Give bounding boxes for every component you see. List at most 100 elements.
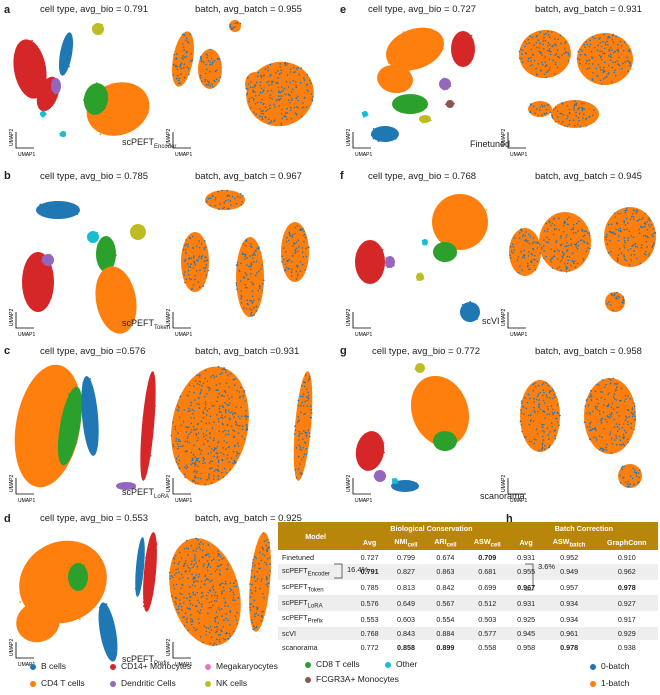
- cell-point: [263, 102, 265, 105]
- cell-point: [194, 556, 196, 558]
- cell-point: [544, 417, 546, 419]
- cell-point: [218, 553, 221, 556]
- cell-point: [224, 580, 227, 583]
- cell-point: [417, 275, 419, 277]
- cell-point: [541, 114, 543, 116]
- cell-point: [416, 370, 418, 373]
- cell-point: [249, 265, 251, 268]
- cell-point: [408, 69, 410, 72]
- cell-point: [302, 255, 305, 258]
- cluster-blob: [293, 371, 313, 481]
- cell-point: [522, 61, 524, 64]
- cluster-blob: [460, 302, 480, 322]
- cell-point: [539, 403, 541, 406]
- cell-point: [583, 234, 586, 236]
- cell-point: [573, 107, 575, 109]
- cell-point: [591, 77, 594, 80]
- cell-point: [207, 269, 210, 272]
- cell-point: [460, 207, 462, 210]
- cell-point: [529, 268, 531, 270]
- cell-point: [551, 114, 553, 117]
- cell-point: [417, 277, 419, 280]
- cell-point: [614, 383, 616, 385]
- cell-point: [111, 83, 113, 85]
- cell-point: [284, 63, 287, 65]
- cell-point: [294, 112, 296, 114]
- cell-point: [222, 586, 225, 589]
- cell-point: [541, 248, 543, 250]
- cell-point: [66, 42, 68, 45]
- cell-point: [524, 397, 526, 399]
- cell-point: [190, 263, 192, 265]
- cell-point: [187, 577, 189, 580]
- cell-point: [190, 451, 193, 454]
- cell-point: [562, 224, 565, 227]
- cell-point: [297, 404, 299, 407]
- cell-point: [596, 49, 599, 52]
- cell-point: [127, 487, 130, 489]
- cell-point: [21, 50, 24, 52]
- cell-point: [284, 61, 287, 64]
- cell-point: [202, 382, 205, 385]
- cell-point: [415, 37, 417, 39]
- cell-point: [566, 51, 568, 54]
- cell-point: [216, 446, 219, 448]
- cell-point: [155, 543, 158, 546]
- cell-point: [557, 412, 560, 415]
- cell-point: [205, 594, 208, 597]
- cell-point: [626, 486, 628, 488]
- cell-point: [603, 66, 605, 69]
- cell-point: [286, 112, 289, 114]
- cell-point: [183, 66, 185, 69]
- cell-point: [595, 429, 597, 431]
- cell-point: [303, 241, 305, 243]
- cell-point: [40, 467, 42, 470]
- cell-point: [588, 45, 591, 48]
- cell-point: [213, 447, 216, 449]
- cell-point: [387, 62, 390, 64]
- cell-point: [421, 97, 424, 100]
- cell-point: [236, 261, 239, 264]
- cell-point: [395, 80, 398, 82]
- cell-point: [291, 268, 293, 271]
- cell-point: [194, 594, 197, 596]
- cell-point: [266, 547, 269, 550]
- cell-point: [260, 87, 263, 90]
- header-model: Model: [278, 522, 354, 551]
- cell-point: [539, 243, 541, 245]
- cell-point: [174, 425, 176, 428]
- cell-point: [196, 439, 198, 442]
- cell-point: [217, 607, 220, 609]
- cell-point: [644, 212, 646, 215]
- axis-arrows: [507, 478, 526, 495]
- cell-point: [210, 629, 213, 631]
- cell-point: [253, 111, 255, 113]
- cell-point: [92, 401, 95, 403]
- cell-point: [178, 445, 180, 448]
- cell-point: [106, 271, 109, 273]
- cell-point: [391, 83, 393, 85]
- cell-point: [573, 109, 575, 111]
- cell-point: [528, 57, 530, 60]
- cell-point: [308, 79, 311, 82]
- cell-point: [250, 264, 253, 267]
- cell-point: [179, 603, 181, 605]
- cell-point: [618, 415, 620, 417]
- cell-point: [234, 22, 236, 25]
- cell-point: [197, 465, 199, 468]
- cell-point: [28, 283, 31, 286]
- cell-point: [268, 574, 271, 577]
- cell-point: [222, 476, 225, 478]
- cell-point: [207, 627, 210, 630]
- cell-point: [48, 256, 51, 258]
- cell-point: [239, 425, 241, 427]
- cell-point: [625, 431, 627, 434]
- cell-point: [308, 375, 311, 378]
- cell-point: [210, 460, 212, 463]
- cell-point: [251, 96, 253, 99]
- cell-point: [188, 599, 191, 602]
- panel-letter-b: b: [4, 170, 11, 182]
- cell-point: [587, 404, 590, 406]
- cell-point: [175, 603, 177, 605]
